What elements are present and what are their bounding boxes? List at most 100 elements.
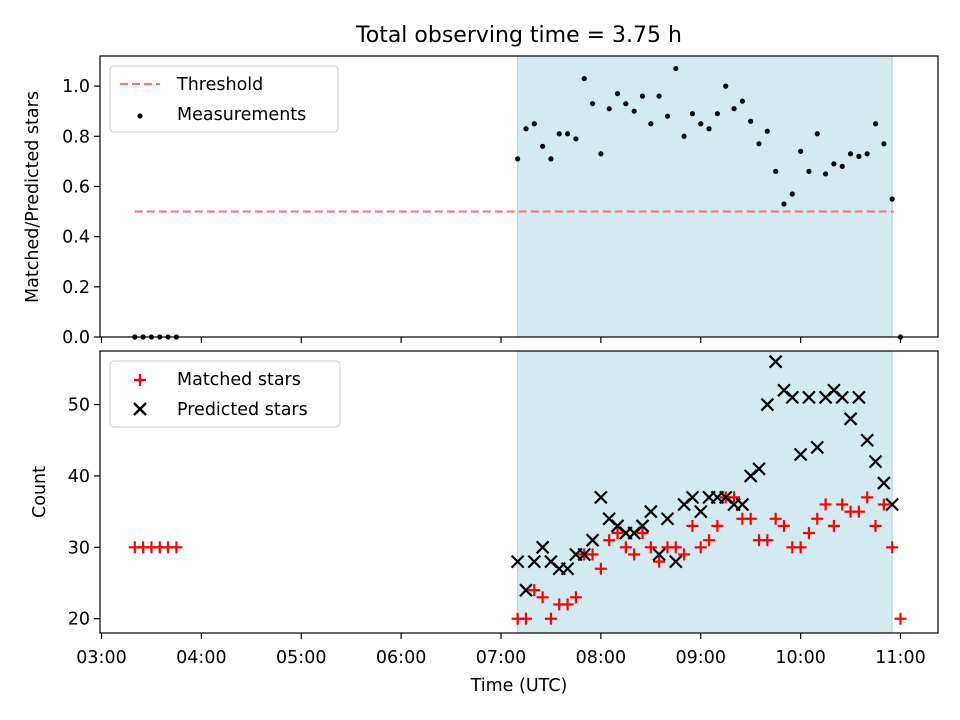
x-tick-label: 07:00: [476, 648, 526, 668]
predicted-star-point: [752, 462, 766, 476]
measurement-point: [864, 151, 870, 157]
x-tick-label: 06:00: [376, 648, 426, 668]
predicted-star-point: [802, 390, 816, 405]
matched-star-point: [777, 519, 790, 532]
predicted-star-point: [519, 583, 533, 597]
y-tick-label: 0.8: [62, 127, 90, 147]
observing-window-shade: [517, 55, 893, 338]
measurement-point: [847, 151, 854, 157]
matched-star-point: [836, 498, 849, 511]
predicted-star-point: [768, 354, 783, 369]
measurement-point: [581, 75, 587, 82]
bottom-legend-box: [109, 360, 341, 428]
matched-star-point: [886, 541, 899, 554]
x-axis-label: Time (UTC): [470, 676, 568, 696]
measurement-point: [664, 113, 671, 119]
matched-star-point: [877, 498, 890, 511]
matched-star-point: [528, 584, 541, 597]
matched-star-point: [769, 512, 782, 525]
measurement-point: [789, 191, 795, 197]
matched-star-point: [636, 527, 649, 540]
matched-star-point: [744, 512, 757, 525]
matched-star-point: [852, 505, 865, 518]
matched-star-point: [761, 534, 774, 547]
predicted-star-point: [685, 490, 700, 505]
measurement-point: [623, 101, 629, 107]
measurement-point: [839, 163, 845, 169]
y-tick-label: 50: [68, 396, 90, 416]
legend-predicted-label: Predicted stars: [177, 400, 308, 420]
legend-predicted-swatch: [133, 402, 147, 416]
top-plot-frame: [99, 55, 939, 338]
measurement-point: [573, 136, 579, 142]
measurement-point: [831, 161, 837, 167]
predicted-star-point: [860, 433, 874, 448]
bottom-y-axis-label: Count: [30, 466, 50, 518]
legend-measurements-swatch: [137, 113, 143, 119]
matched-star-point: [544, 612, 557, 625]
measurement-point: [639, 93, 646, 99]
predicted-star-point: [560, 561, 575, 576]
measurement-point: [814, 131, 820, 137]
legend-matched-swatch: [134, 374, 146, 386]
predicted-star-point: [810, 440, 825, 455]
y-tick-label: 0.6: [62, 177, 90, 197]
matched-star-point: [678, 548, 691, 561]
measurement-point: [764, 128, 770, 134]
matched-star-point: [170, 541, 183, 554]
measurement-point: [614, 91, 621, 97]
measurement-point: [748, 118, 754, 124]
panel-top-ratio: 0.0 0.2 0.4 0.6 0.8 1.0 Total observing time …: [23, 23, 939, 348]
matched-star-point: [819, 498, 832, 511]
matched-star-point: [669, 541, 682, 554]
matched-star-point: [686, 519, 699, 532]
bottom-legend: Matched stars Predicted stars: [109, 360, 341, 428]
measurement-point: [531, 121, 537, 127]
measurement-point: [648, 121, 654, 127]
measurement-point: [889, 196, 895, 202]
x-tick-label: 05:00: [276, 648, 326, 668]
predicted-star-point: [577, 547, 592, 562]
predicted-star-point: [877, 476, 891, 490]
y-tick-label: 0.2: [62, 278, 90, 298]
measurement-point: [798, 148, 804, 154]
x-tick-label: 09:00: [676, 648, 726, 668]
matched-star-point: [536, 591, 549, 604]
measurement-point: [598, 151, 604, 157]
matched-star-point: [653, 555, 666, 568]
legend-threshold-label: Threshold: [176, 75, 263, 95]
matched-star-point: [811, 512, 824, 525]
x-tick-label: 11:00: [875, 648, 925, 668]
measurement-point: [589, 101, 596, 107]
predicted-star-point: [735, 497, 750, 512]
matched-star-point: [728, 491, 741, 504]
measurement-point: [756, 141, 762, 147]
measurement-point: [822, 171, 829, 177]
measurement-point: [656, 93, 662, 99]
measurement-point: [673, 65, 679, 72]
x-tick-label: 08:00: [576, 648, 626, 668]
predicted-star-point: [535, 540, 550, 555]
x-tick-label: 03:00: [76, 648, 126, 668]
matched-star-point: [861, 491, 874, 504]
predicted-star-point: [785, 390, 800, 405]
x-tick-label: 10:00: [775, 648, 825, 668]
chart-title: Total observing time = 3.75 h: [355, 23, 682, 48]
measurement-point: [714, 111, 720, 117]
measurement-point: [706, 126, 712, 132]
matched-star-point: [561, 598, 574, 611]
measurement-point: [540, 143, 546, 149]
predicted-star-point: [793, 447, 808, 462]
measurement-point: [689, 111, 696, 117]
matched-star-point: [869, 519, 882, 532]
measurement-point: [548, 156, 554, 162]
panel-bottom-counts: 20 30 40 50 03:00 04:00 05:00 06:00 07:00 08:00 0…: [30, 350, 939, 696]
matched-star-point: [619, 541, 632, 554]
measurement-point: [523, 126, 529, 132]
measurement-point: [739, 98, 745, 104]
measurement-point: [723, 83, 729, 89]
measurement-point: [773, 168, 779, 175]
measurement-point: [856, 153, 862, 159]
measurement-point: [806, 168, 812, 175]
matched-star-point: [703, 534, 716, 547]
